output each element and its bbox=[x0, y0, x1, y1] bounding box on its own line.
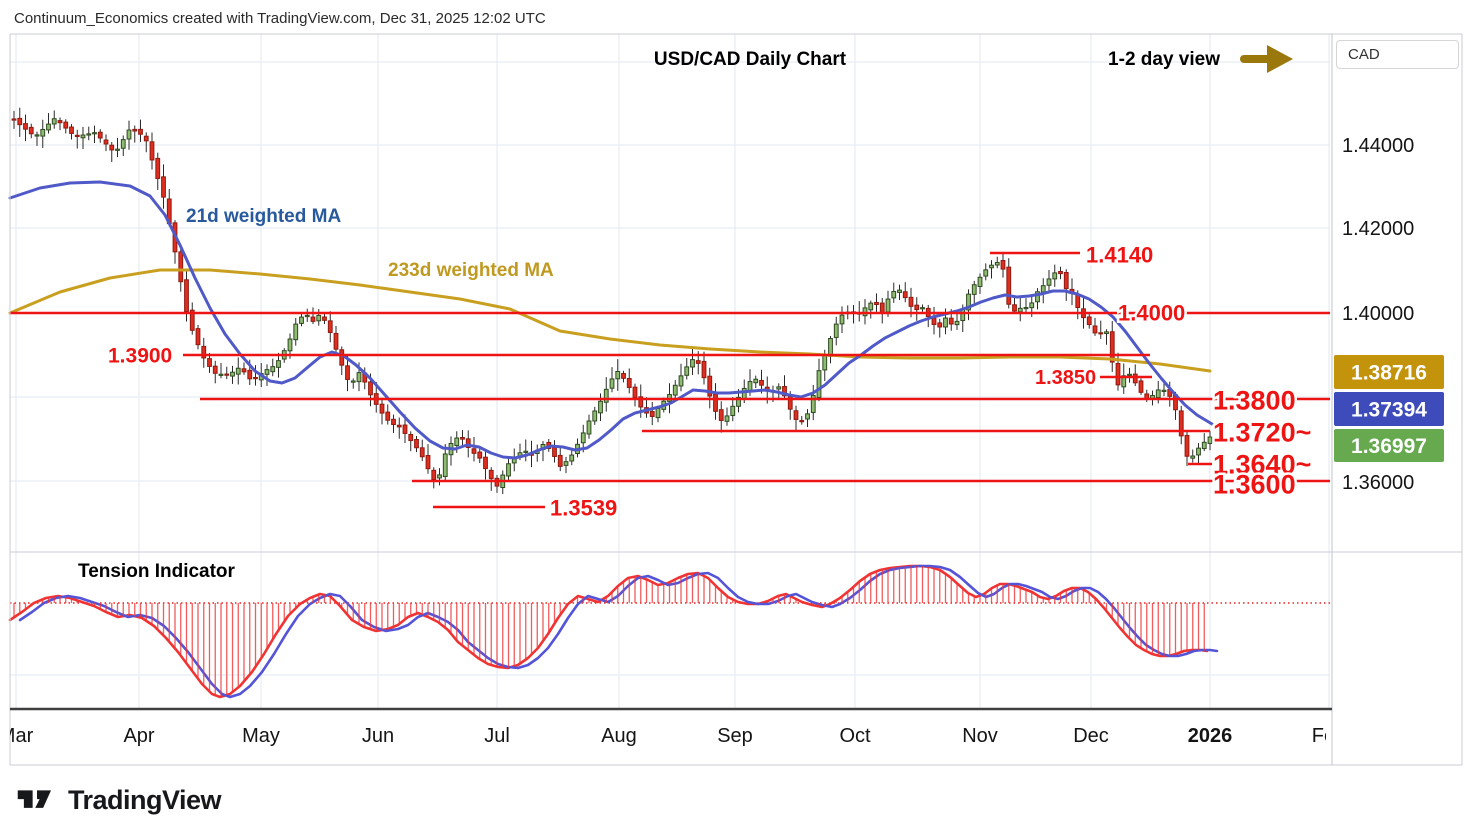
level-label-1.3539: 1.3539 bbox=[550, 496, 617, 521]
x-axis-label-Aug: Aug bbox=[601, 725, 637, 747]
ma-labels: 21d weighted MA 233d weighted MA bbox=[186, 206, 554, 281]
x-axis-label-May: May bbox=[242, 725, 280, 747]
ma21-price-badge-value: 1.37394 bbox=[1351, 399, 1427, 422]
price-levels: 1.41401.40001.39001.38501.38001.3720~1.3… bbox=[10, 240, 1330, 523]
x-axis-label-Nov: Nov bbox=[962, 725, 998, 747]
level-label-1.3850: 1.3850 bbox=[1035, 367, 1096, 389]
level-label-1.3900: 1.3900 bbox=[108, 344, 172, 367]
tradingview-wordmark: TradingView bbox=[68, 784, 222, 815]
credit-text: Continuum_Economics created with Trading… bbox=[14, 10, 546, 27]
x-axis-label-Mar: Mar bbox=[0, 725, 34, 747]
tension-indicator-label: Tension Indicator bbox=[78, 561, 235, 582]
level-label-1.4140: 1.4140 bbox=[1086, 243, 1153, 268]
tradingview-footer[interactable]: TradingView bbox=[16, 784, 222, 816]
ma233-line bbox=[8, 268, 1212, 373]
candlestick-series bbox=[11, 107, 1213, 495]
frame bbox=[9, 33, 1463, 766]
last-price-badge bbox=[1334, 429, 1444, 462]
level-label-1.4000: 1.4000 bbox=[1118, 301, 1185, 326]
symbol-search-box[interactable]: CAD bbox=[1336, 40, 1459, 69]
level-label-1.3720~: 1.3720~ bbox=[1213, 417, 1311, 447]
ma-label: 21d weighted MA bbox=[186, 206, 341, 227]
y-axis-label-1.42000: 1.42000 bbox=[1342, 218, 1414, 240]
x-axis-label-Feb: Feb bbox=[1312, 725, 1346, 747]
ma21-price-badge bbox=[1334, 392, 1444, 426]
ma-label: 233d weighted MA bbox=[388, 260, 554, 281]
view-horizon-label: 1-2 day view bbox=[1108, 49, 1220, 70]
level-label-1.3640~: 1.3640~ bbox=[1213, 449, 1311, 479]
y-axis-label-1.40000: 1.40000 bbox=[1342, 303, 1414, 325]
tradingview-logo-icon bbox=[17, 790, 51, 808]
x-axis-label-Sep: Sep bbox=[717, 725, 753, 747]
x-axis-label-Oct: Oct bbox=[839, 725, 871, 747]
right-arrow-icon bbox=[1240, 45, 1293, 73]
y-axis-label-1.36000: 1.36000 bbox=[1342, 472, 1414, 494]
x-axis-label-Dec: Dec bbox=[1073, 725, 1109, 747]
last-price-badge-value: 1.36997 bbox=[1351, 435, 1427, 458]
level-label-1.3800: 1.3800 bbox=[1213, 385, 1296, 415]
ma233-price-badge-value: 1.38716 bbox=[1351, 362, 1427, 385]
x-axis-label-Jul: Jul bbox=[484, 725, 510, 747]
level-label-1.3600: 1.3600 bbox=[1213, 469, 1296, 499]
x-axis-label-2026: 2026 bbox=[1188, 725, 1233, 747]
x-axis-labels[interactable]: Mar Apr May Jun Jul Aug Sep Oct Nov Dec 2026 Feb bbox=[0, 725, 1346, 747]
x-axis-label-Jun: Jun bbox=[362, 725, 394, 747]
ma233-price-badge bbox=[1334, 355, 1444, 389]
price-badges: 1.38716 1.37394 1.36997 bbox=[1334, 355, 1444, 462]
chart-title: USD/CAD Daily Chart bbox=[653, 49, 847, 70]
tension-histogram bbox=[13, 566, 1205, 697]
gridlines bbox=[10, 34, 1330, 709]
y-axis-labels[interactable]: 1.44000 1.42000 1.40000 1.36000 bbox=[1342, 135, 1414, 494]
y-axis-label-1.44000: 1.44000 bbox=[1342, 135, 1414, 157]
x-axis-label-Apr: Apr bbox=[123, 725, 154, 747]
